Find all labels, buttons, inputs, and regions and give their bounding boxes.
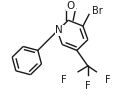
Text: N: N — [55, 25, 63, 35]
Text: F: F — [105, 75, 110, 85]
Text: O: O — [67, 1, 75, 11]
Text: F: F — [61, 75, 66, 85]
Text: F: F — [85, 81, 91, 91]
Text: Br: Br — [92, 6, 103, 16]
